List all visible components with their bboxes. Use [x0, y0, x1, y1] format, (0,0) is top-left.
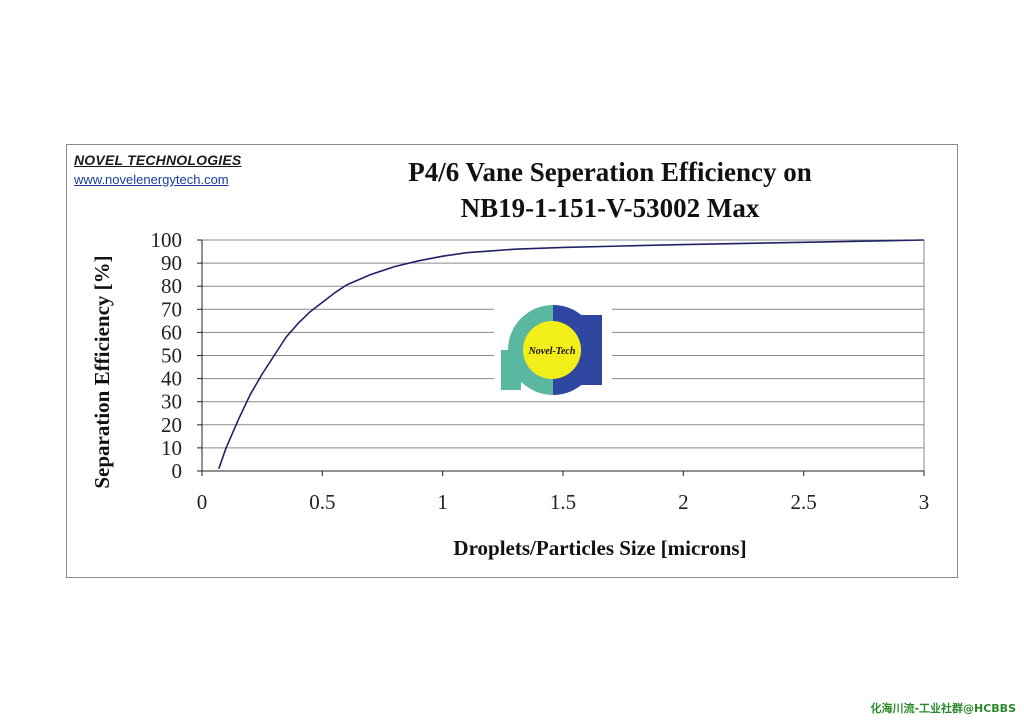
- logo-blue-bar: [578, 315, 602, 385]
- y-tick-label: 100: [151, 228, 183, 252]
- y-tick-label: 50: [161, 344, 182, 368]
- x-tick-label: 2.5: [791, 490, 817, 514]
- y-axis-label: Separation Efficiency [%]: [90, 255, 114, 488]
- brand-url-link[interactable]: www.novelenergytech.com: [74, 172, 229, 187]
- x-tick-label: 1.5: [550, 490, 576, 514]
- efficiency-line: [218, 239, 925, 469]
- y-tick-label: 30: [161, 390, 182, 414]
- x-tick-label: 0: [197, 490, 208, 514]
- x-tick-label: 1: [437, 490, 448, 514]
- x-tick-label: 0.5: [309, 490, 335, 514]
- brand-name: NOVEL TECHNOLOGIES: [74, 152, 242, 168]
- y-tick-label: 10: [161, 436, 182, 460]
- logo-yellow-core: [523, 321, 581, 379]
- chart-title-line-1: P4/6 Vane Seperation Efficiency on: [408, 157, 812, 187]
- logo-teal-tail: [501, 350, 521, 390]
- y-tick-label: 20: [161, 413, 182, 437]
- y-tick-label: 40: [161, 367, 182, 391]
- y-tick-label: 0: [172, 459, 183, 483]
- watermark: 化海川流-工业社群@HCBBS: [870, 702, 1016, 715]
- x-tick-label: 2: [678, 490, 689, 514]
- chart-title-line-2: NB19-1-151-V-53002 Max: [460, 193, 760, 223]
- y-tick-label: 70: [161, 297, 182, 321]
- y-tick-label: 90: [161, 251, 182, 275]
- x-tick-label: 3: [919, 490, 930, 514]
- logo-text: Novel-Tech: [528, 346, 576, 357]
- y-tick-label: 60: [161, 320, 182, 344]
- x-axis-label: Droplets/Particles Size [microns]: [453, 536, 746, 560]
- y-tick-label: 80: [161, 274, 182, 298]
